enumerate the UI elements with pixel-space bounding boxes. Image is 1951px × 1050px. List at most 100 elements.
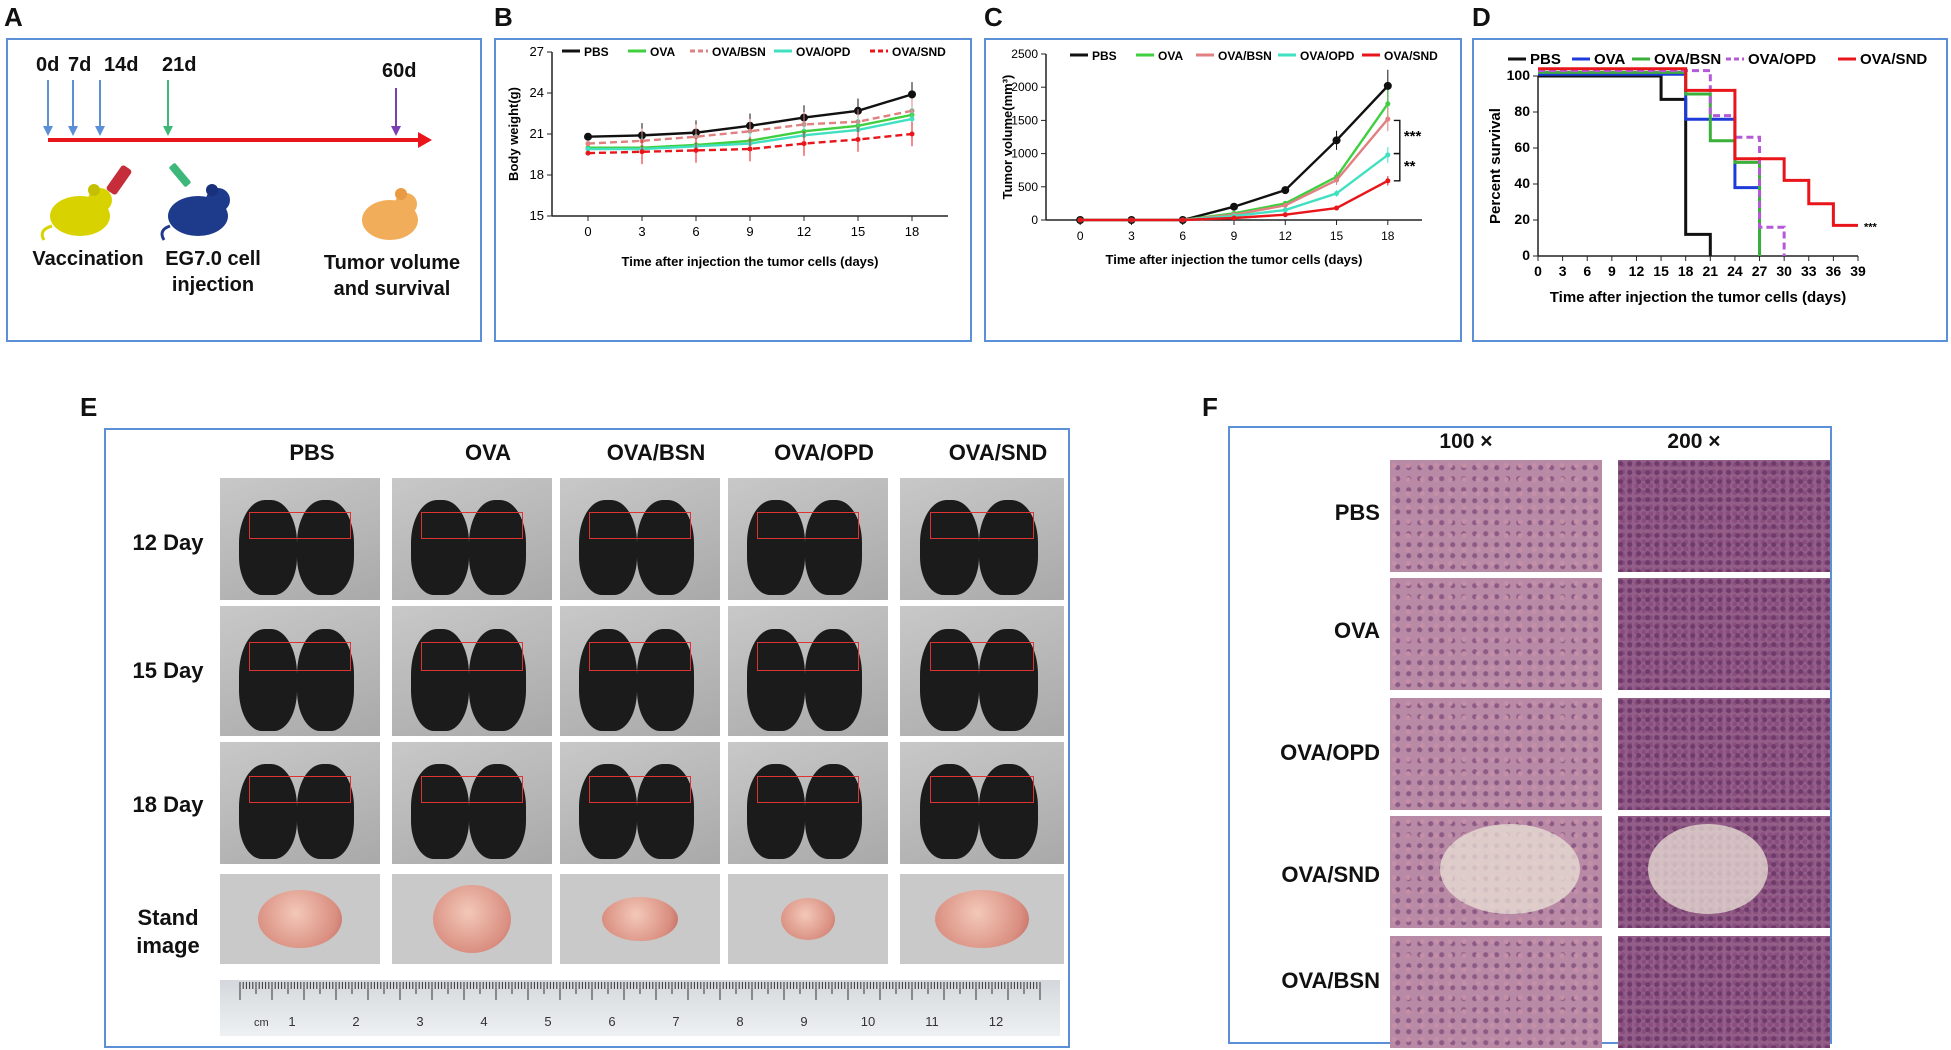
tumor-photo xyxy=(900,874,1064,964)
tumor-highlight-box xyxy=(248,512,352,539)
mouse xyxy=(468,499,527,596)
y-tick-label: 500 xyxy=(1018,180,1038,194)
legend-label: OVA xyxy=(1594,51,1626,68)
mouse xyxy=(239,629,297,731)
histology-image xyxy=(1618,816,1830,928)
timepoint-arrowhead xyxy=(68,126,78,136)
stand-image-line2: image xyxy=(136,933,200,958)
timepoint-arrowhead xyxy=(43,126,53,136)
excised-tumor xyxy=(781,898,835,940)
x-tick-label: 30 xyxy=(1776,263,1792,279)
stand-image-label: Stand image xyxy=(106,904,230,960)
timepoint-label: 7d xyxy=(68,54,92,76)
x-tick-label: 6 xyxy=(1179,229,1186,243)
data-point xyxy=(1128,217,1134,223)
legend-label: OVA xyxy=(1158,49,1183,63)
histo-row-label: OVA/BSN xyxy=(1281,968,1380,993)
necrotic-region xyxy=(1648,824,1768,914)
ruler-number: 4 xyxy=(480,1014,487,1029)
y-tick-label: 21 xyxy=(530,126,544,141)
y-tick-label: 80 xyxy=(1514,103,1530,119)
data-point xyxy=(1077,217,1083,223)
timepoint-label: 21d xyxy=(162,54,197,76)
data-point xyxy=(1180,217,1186,223)
panel-letter-d: D xyxy=(1472,2,1491,32)
timepoint-arrowhead xyxy=(391,126,401,136)
timepoint-label: 14d xyxy=(104,54,139,76)
data-point xyxy=(585,146,591,152)
x-tick-label: 6 xyxy=(1583,263,1591,279)
mouse-photo xyxy=(220,478,380,600)
mouse-photo xyxy=(728,742,888,864)
excised-tumor xyxy=(935,890,1029,948)
x-axis-label: Time after injection the tumor cells (da… xyxy=(622,254,879,269)
legend-label: OVA/SND xyxy=(1860,51,1927,68)
ruler-number: 7 xyxy=(672,1014,679,1029)
x-tick-label: 3 xyxy=(1128,229,1135,243)
histology-image xyxy=(1618,936,1830,1048)
day-row-label: 18 Day xyxy=(132,792,204,817)
tumor-highlight-box xyxy=(248,642,352,671)
magnification-header: 200 × xyxy=(1667,430,1721,453)
ruler-scale: cm 1 2 3 4 5 6 7 8 9 10 11 12 xyxy=(239,982,1041,1029)
x-tick-label: 39 xyxy=(1850,263,1866,279)
histology-image xyxy=(1390,698,1602,810)
x-tick-label: 15 xyxy=(1330,229,1344,243)
mouse-photo xyxy=(220,606,380,736)
outcome-caption: Tumor volume and survival xyxy=(322,250,462,302)
outcome-caption-line1: Tumor volume xyxy=(323,252,461,274)
tumor-photo xyxy=(728,874,888,964)
injection-caption-line2: injection xyxy=(171,274,255,296)
ruler-number: 5 xyxy=(544,1014,551,1029)
tumor-highlight-box xyxy=(756,512,860,539)
mouse xyxy=(411,763,469,860)
tumor-volume-chart: 0 500 1000 1500 2000 2500 0 3 6 9 12 15 18 Time after… xyxy=(1000,47,1438,267)
x-tick-label: 21 xyxy=(1703,263,1719,279)
y-tick-label: 1000 xyxy=(1011,147,1038,161)
y-tick-label: 0 xyxy=(1522,247,1530,263)
magnification-header: 100 × xyxy=(1439,430,1493,453)
significance-label: *** xyxy=(1404,128,1422,145)
y-tick-label: 60 xyxy=(1514,139,1530,155)
tumor-highlight-box xyxy=(929,776,1035,803)
y-tick-label: 1500 xyxy=(1011,113,1038,127)
x-tick-label: 3 xyxy=(638,224,645,239)
series-line-ova-opd xyxy=(1538,69,1786,256)
data-point xyxy=(584,132,592,141)
x-tick-label: 27 xyxy=(1752,263,1768,279)
x-tick-label: 24 xyxy=(1727,263,1743,279)
x-tick-label: 0 xyxy=(1077,229,1084,243)
histology-image xyxy=(1390,936,1602,1048)
panel-letter-a: A xyxy=(4,2,23,32)
panel-a-timeline-box: 0d 7d 14d 21d 60d Vaccination EG7.0 cell… xyxy=(6,38,482,342)
mouse xyxy=(636,499,695,596)
mouse-photo xyxy=(392,606,552,736)
legend-label: OVA/BSN xyxy=(712,45,766,59)
x-tick-label: 12 xyxy=(1279,229,1293,243)
mouse xyxy=(296,629,355,731)
data-point xyxy=(585,150,591,156)
mouse xyxy=(296,499,355,596)
tumor-highlight-box xyxy=(756,642,860,671)
legend-label: OVA/OPD xyxy=(1300,49,1355,63)
timepoint-label: 60d xyxy=(382,60,417,82)
tumor-highlight-box xyxy=(588,776,692,803)
significance-label: ** xyxy=(1404,158,1416,175)
x-tick-label: 15 xyxy=(851,224,865,239)
mouse-photo xyxy=(900,606,1064,736)
x-axis-label: Time after injection the tumor cells (da… xyxy=(1550,289,1846,306)
group-header: OVA/OPD xyxy=(774,440,874,465)
x-tick-label: 15 xyxy=(1653,263,1669,279)
legend-label: PBS xyxy=(584,45,609,59)
y-axis-label: Body weight(g) xyxy=(506,87,521,181)
mouse-photo xyxy=(728,606,888,736)
x-tick-label: 3 xyxy=(1559,263,1567,279)
mouse-photo xyxy=(560,478,720,600)
histology-image xyxy=(1618,698,1830,810)
mouse-photo xyxy=(900,742,1064,864)
timepoint-arrowhead xyxy=(163,126,173,136)
tumor-highlight-box xyxy=(929,642,1035,671)
mouse xyxy=(919,629,979,731)
vaccination-caption: Vaccination xyxy=(32,248,144,270)
